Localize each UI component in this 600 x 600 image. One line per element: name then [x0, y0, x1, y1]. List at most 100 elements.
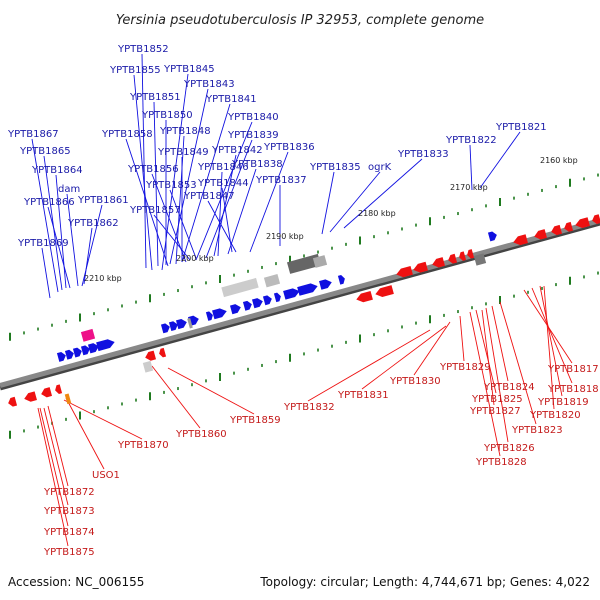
- leader-line: [37, 407, 69, 547]
- leader-line: [321, 171, 335, 235]
- forward-gene: [64, 349, 74, 360]
- forward-gene-label: YPTB1833: [397, 149, 449, 160]
- reverse-gene: [55, 384, 63, 394]
- forward-gene: [205, 311, 213, 321]
- forward-gene-label: YPTB1856: [127, 164, 179, 175]
- reverse-gene: [41, 387, 53, 398]
- leader-line: [55, 174, 67, 289]
- forward-gene-label: YPTB1846: [197, 162, 249, 173]
- leader-line: [39, 407, 69, 527]
- forward-gene-label: dam: [58, 184, 80, 195]
- leader-line: [475, 309, 497, 394]
- leader-line: [41, 247, 51, 299]
- grey-feature: [312, 255, 328, 268]
- reverse-gene: [432, 257, 445, 268]
- kbp-labels: 2160 kbp 2170 kbp 2180 kbp 2190 kbp 2200 kbp…: [84, 156, 578, 283]
- reverse-gene-label: YPTB1819: [537, 397, 589, 408]
- reverse-gene: [159, 347, 167, 358]
- kbp-label: 2200 kbp: [176, 254, 214, 263]
- reverse-gene-label: YPTB1817: [547, 364, 599, 375]
- forward-gene-label: YPTB1843: [183, 79, 235, 90]
- forward-gene-label: YPTB1848: [159, 126, 211, 137]
- reverse-gene: [356, 290, 373, 303]
- leader-line: [153, 214, 191, 261]
- leader-line: [141, 53, 147, 269]
- forward-gene-label: YPTB1852: [117, 44, 169, 55]
- forward-gene-label: YPTB1840: [227, 112, 279, 123]
- leader-line: [65, 397, 105, 470]
- accession-label: Accession: NC_006155: [8, 575, 144, 589]
- reverse-gene-label: YPTB1859: [229, 415, 281, 426]
- forward-gene: [251, 298, 263, 309]
- leader-line: [47, 206, 71, 289]
- leader-line: [361, 325, 447, 390]
- kbp-label: 2180 kbp: [358, 209, 396, 218]
- forward-gene-label: YPTB1842: [211, 145, 263, 156]
- leader-line: [181, 103, 231, 263]
- forward-gene: [229, 304, 241, 315]
- grey-feature: [286, 253, 322, 274]
- reverse-gene-label: YPTB1823: [511, 425, 563, 436]
- forward-gene-label: YPTB1857: [129, 205, 181, 216]
- forward-gene: [273, 292, 281, 303]
- forward-gene-label: YPTB1849: [157, 147, 209, 158]
- leader-line: [43, 407, 69, 506]
- forward-gene-label: YPTB1864: [31, 165, 83, 176]
- reverse-gene-label: YPTB1872: [43, 487, 95, 498]
- forward-gene-label: YPTB1841: [205, 94, 257, 105]
- reverse-gene-label: YPTB1860: [175, 429, 227, 440]
- forward-gene-label: YPTB1839: [227, 130, 279, 141]
- leader-line: [195, 121, 253, 261]
- grey-feature: [473, 253, 487, 266]
- reverse-gene: [375, 285, 394, 298]
- forward-gene-label: YPTB1821: [495, 122, 547, 133]
- forward-gene-label: YPTB1835: [309, 162, 361, 173]
- leader-line: [485, 307, 509, 443]
- forward-gene: [72, 347, 82, 358]
- reverse-gene-label: YPTB1826: [483, 443, 535, 454]
- leader-line: [479, 131, 521, 189]
- leader-line: [167, 367, 255, 415]
- grey-feature: [187, 318, 193, 329]
- leader-line: [307, 329, 431, 402]
- reverse-gene-label: YPTB1831: [337, 390, 389, 401]
- reverse-gene: [448, 253, 458, 264]
- forward-gene: [212, 308, 227, 320]
- kbp-label: 2160 kbp: [540, 156, 578, 165]
- leader-line: [205, 139, 253, 259]
- forward-gene-label: YPTB1861: [77, 195, 129, 206]
- leader-line: [207, 200, 237, 253]
- leader-line: [329, 171, 381, 233]
- reverse-gene-label: YPTB1820: [529, 410, 581, 421]
- forward-gene-label: YPTB1862: [67, 218, 119, 229]
- forward-gene: [87, 343, 99, 354]
- leader-line: [169, 189, 197, 259]
- reverse-gene: [564, 221, 574, 232]
- leader-line: [125, 138, 169, 267]
- reverse-gene-label: YPTB1825: [471, 394, 523, 405]
- leader-line: [217, 171, 223, 257]
- forward-gene: [175, 318, 187, 330]
- leader-lines: [31, 53, 573, 547]
- forward-gene-label: YPTB1855: [109, 65, 161, 76]
- forward-gene-label: YPTB1838: [231, 159, 283, 170]
- reverse-gene-label: YPTB1828: [475, 457, 527, 468]
- leader-line: [47, 405, 69, 487]
- tick-layer: [9, 173, 599, 439]
- leader-line: [543, 285, 555, 410]
- backbone-line: [0, 218, 600, 388]
- kbp-label: 2210 kbp: [84, 274, 122, 283]
- leader-line: [169, 88, 209, 265]
- forward-gene: [56, 352, 66, 362]
- reverse-gene-label: USO1: [92, 470, 120, 481]
- forward-gene-label: YPTB1865: [19, 146, 71, 157]
- forward-gene-label: YPTB1850: [141, 110, 193, 121]
- reverse-gene-label: YPTB1832: [283, 402, 335, 413]
- forward-gene: [283, 288, 300, 300]
- forward-gene: [96, 339, 115, 352]
- forward-gene-label: YPTB1822: [445, 135, 497, 146]
- forward-gene-label: YPTB1851: [129, 92, 181, 103]
- reverse-gene-label: YPTB1827: [469, 406, 521, 417]
- reverse-gene-label: YPTB1870: [117, 440, 169, 451]
- leader-line: [459, 315, 465, 362]
